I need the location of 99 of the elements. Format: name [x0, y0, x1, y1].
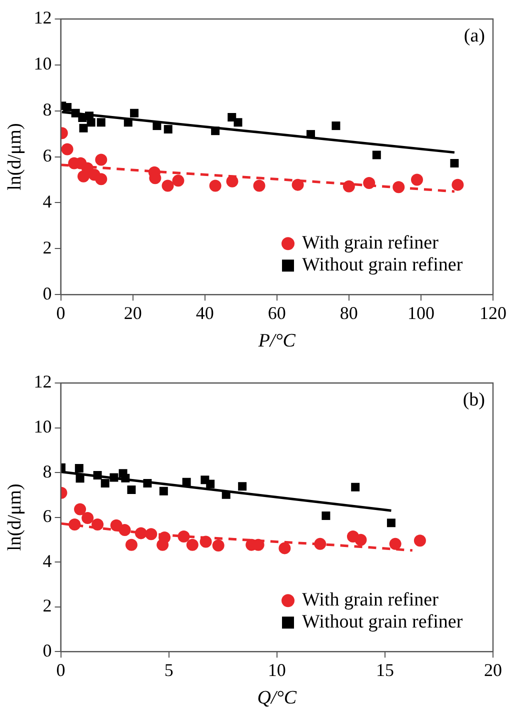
- point: [74, 464, 84, 473]
- point: [178, 530, 190, 543]
- point: [159, 486, 168, 496]
- point: [389, 538, 402, 550]
- line-series: [60, 522, 414, 552]
- point: [96, 118, 106, 127]
- y-axis-title: ln(d/μm): [4, 484, 26, 551]
- point: [61, 143, 74, 156]
- point: [392, 181, 405, 194]
- point: [206, 480, 215, 488]
- point: [342, 180, 355, 192]
- point: [363, 176, 376, 189]
- point: [253, 180, 266, 192]
- x-axis-title: Q/°C: [257, 688, 297, 709]
- point: [450, 158, 459, 168]
- x-tick-label: 80: [340, 303, 358, 324]
- legend-label: Without grain refiner: [302, 254, 464, 276]
- y-tick-label: 10: [34, 54, 52, 74]
- x-tick-label: 20: [124, 303, 142, 324]
- point: [332, 122, 340, 130]
- point: [118, 524, 131, 536]
- x-tick-label: 60: [268, 303, 286, 324]
- point: [130, 108, 139, 118]
- point: [164, 125, 172, 134]
- point: [212, 540, 224, 552]
- point: [74, 503, 86, 516]
- point: [76, 474, 84, 483]
- x-tick-label: 0: [56, 660, 66, 680]
- x-tick-label: 15: [376, 660, 394, 680]
- y-tick-label: 0: [42, 640, 52, 660]
- legend-label: With grain refiner: [302, 232, 440, 254]
- x-tick-label: 0: [56, 303, 66, 324]
- x-tick-label: 20: [484, 660, 502, 680]
- y-tick-label: 12: [34, 8, 52, 28]
- point: [134, 527, 147, 540]
- y-tick-label: 2: [42, 596, 52, 616]
- point: [209, 180, 222, 192]
- y-tick-label: 12: [34, 372, 52, 392]
- x-tick-label: 100: [407, 303, 434, 324]
- y-axis-title: ln(d/μm): [4, 123, 26, 190]
- y-tick-label: 0: [42, 283, 52, 304]
- point: [152, 122, 162, 130]
- y-tick-label: 2: [42, 237, 52, 258]
- y-tick-label: 8: [42, 461, 52, 482]
- annotation: (b): [462, 389, 485, 410]
- point: [314, 538, 326, 550]
- point: [292, 178, 304, 191]
- legend-label: Without grain refiner: [302, 612, 464, 633]
- point: [125, 538, 138, 551]
- x-tick-label: 120: [480, 303, 506, 324]
- point: [79, 124, 88, 132]
- point: [92, 518, 104, 530]
- x-tick-label: 40: [196, 303, 214, 324]
- y-tick-label: 8: [42, 100, 52, 120]
- point: [234, 118, 242, 127]
- point: [95, 154, 108, 166]
- point: [162, 180, 174, 192]
- point: [211, 126, 220, 136]
- point: [322, 511, 330, 520]
- point: [145, 528, 158, 540]
- annotation: (a): [464, 25, 485, 46]
- point: [100, 479, 110, 488]
- point: [82, 512, 94, 524]
- point: [158, 531, 171, 544]
- point: [414, 534, 426, 547]
- point: [186, 538, 198, 551]
- y-tick-label: 4: [42, 191, 52, 212]
- point: [226, 175, 238, 188]
- point: [306, 130, 315, 139]
- point: [411, 174, 424, 186]
- point: [127, 486, 136, 494]
- point: [200, 536, 212, 548]
- point: [372, 150, 381, 160]
- point: [95, 173, 108, 186]
- point: [86, 118, 96, 127]
- point: [351, 482, 360, 492]
- point: [63, 102, 72, 112]
- x-tick-label: 5: [164, 660, 174, 680]
- x-tick-label: 10: [268, 660, 286, 680]
- point: [228, 113, 236, 122]
- point: [172, 174, 184, 187]
- legend-label: With grain refiner: [302, 590, 440, 611]
- point: [278, 542, 291, 554]
- point: [143, 479, 152, 488]
- point: [110, 473, 118, 482]
- point: [68, 518, 81, 530]
- y-tick-label: 10: [34, 416, 52, 436]
- point: [386, 518, 396, 528]
- point: [124, 118, 132, 127]
- point: [121, 474, 130, 482]
- point: [354, 534, 367, 546]
- y-tick-label: 6: [42, 146, 52, 166]
- y-tick-label: 6: [42, 506, 52, 526]
- point: [238, 482, 247, 491]
- point: [93, 470, 102, 480]
- y-tick-label: 4: [42, 550, 52, 571]
- point: [182, 478, 191, 486]
- x-axis-title: P/°C: [257, 330, 296, 352]
- point: [452, 178, 464, 191]
